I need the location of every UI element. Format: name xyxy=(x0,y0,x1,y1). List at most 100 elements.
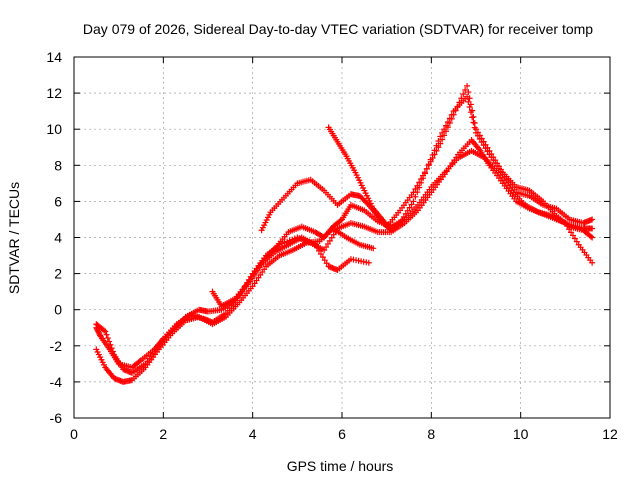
x-axis-label: GPS time / hours xyxy=(287,458,394,474)
data-point-trace xyxy=(324,240,331,247)
data-point-trace xyxy=(474,132,481,139)
data-point-trace xyxy=(106,338,113,345)
data-point xyxy=(423,165,430,172)
data-point-trace xyxy=(448,111,455,118)
y-axis-label: SDTVAR / TECUs xyxy=(6,182,22,294)
data-point-trace xyxy=(412,193,419,200)
data-point-trace xyxy=(465,98,472,105)
data-point-trace xyxy=(429,151,436,158)
data-point-trace xyxy=(467,109,474,116)
y-tick-label: -4 xyxy=(50,374,63,390)
data-point-trace xyxy=(136,358,143,365)
data-point-trace xyxy=(441,126,448,133)
data-point-trace xyxy=(460,91,467,98)
data-point-trace xyxy=(471,124,478,131)
data-point-trace xyxy=(408,201,415,208)
y-tick-label: 12 xyxy=(46,85,62,101)
data-series-3 xyxy=(93,225,377,385)
data-point-trace xyxy=(400,213,407,220)
data-point xyxy=(464,93,471,100)
data-point-trace xyxy=(484,148,491,155)
data-point-trace xyxy=(465,89,472,96)
data-series-4 xyxy=(209,147,596,310)
data-point-trace xyxy=(568,229,575,236)
data-point xyxy=(370,245,377,252)
data-point-trace xyxy=(476,135,483,142)
data-point-trace xyxy=(420,175,427,182)
data-point-trace xyxy=(314,244,321,251)
data-point-trace xyxy=(421,170,428,177)
data-point xyxy=(410,198,417,205)
data-point-trace xyxy=(425,161,432,168)
data-point-trace xyxy=(470,119,477,126)
data-point-trace xyxy=(433,142,440,149)
data-point-trace xyxy=(443,122,450,129)
data-point xyxy=(312,241,319,248)
data-point-trace xyxy=(444,118,451,125)
data-point-trace xyxy=(337,217,344,224)
y-tick-label: 6 xyxy=(54,193,62,209)
axis-ticks: 0 2 4 6 8 10 12 -6 -4 -2 0 2 4 6 8 10 12 14 xyxy=(46,49,618,442)
data-point-trace xyxy=(573,238,580,245)
x-tick-label: 10 xyxy=(513,426,529,442)
data-point-trace xyxy=(571,235,578,242)
data-point-trace xyxy=(446,115,453,122)
data-point xyxy=(589,234,596,241)
data-point-trace xyxy=(109,348,116,355)
x-tick-label: 8 xyxy=(427,426,435,442)
data-point xyxy=(397,220,404,227)
data-point-trace xyxy=(319,254,326,261)
data-point-trace xyxy=(466,104,473,111)
data-point-trace xyxy=(587,233,594,240)
x-tick-label: 0 xyxy=(70,426,78,442)
x-tick-label: 4 xyxy=(249,426,257,442)
data-point xyxy=(365,259,372,266)
x-tick-label: 12 xyxy=(602,426,618,442)
data-point-trace xyxy=(323,260,330,267)
data-points xyxy=(93,82,596,385)
data-point xyxy=(589,259,596,266)
y-tick-label: 10 xyxy=(46,121,62,137)
data-point xyxy=(473,129,479,136)
data-point-trace xyxy=(480,142,487,149)
y-tick-label: 4 xyxy=(54,230,62,246)
data-point-trace xyxy=(395,221,402,228)
data-point-trace xyxy=(404,207,411,214)
data-point-trace xyxy=(482,145,489,152)
data-point-trace xyxy=(103,331,110,338)
data-point-trace xyxy=(104,335,111,342)
data-point-trace xyxy=(439,129,446,136)
grid xyxy=(74,57,610,418)
data-point-trace xyxy=(323,244,330,251)
data-point xyxy=(437,133,444,140)
data-point-trace xyxy=(439,136,446,143)
chart-title: Day 079 of 2026, Sidereal Day-to-day VTE… xyxy=(83,21,593,37)
data-point-trace xyxy=(328,234,335,241)
data-point-trace xyxy=(416,184,423,191)
data-point-trace xyxy=(107,341,114,348)
data-point xyxy=(102,328,109,335)
data-point-trace xyxy=(100,327,107,334)
data-point-trace xyxy=(398,216,405,223)
data-point-trace xyxy=(406,204,413,211)
data-point-trace xyxy=(317,251,324,258)
x-tick-label: 2 xyxy=(159,426,167,442)
data-point-trace xyxy=(321,257,328,264)
data-point xyxy=(321,247,328,254)
data-point-trace xyxy=(316,247,323,254)
data-point-trace xyxy=(462,87,469,94)
y-tick-label: 14 xyxy=(46,49,62,65)
data-point-trace xyxy=(418,179,425,186)
data-point xyxy=(589,225,596,232)
y-tick-label: -2 xyxy=(50,338,63,354)
y-tick-label: 0 xyxy=(54,302,62,318)
data-series-6 xyxy=(325,93,596,234)
data-point xyxy=(589,216,596,223)
data-point-trace xyxy=(414,189,421,196)
data-point-trace xyxy=(435,138,442,145)
data-point-trace xyxy=(242,282,249,289)
data-point-trace xyxy=(108,345,115,352)
data-point-trace xyxy=(478,139,485,146)
data-point-trace xyxy=(402,210,409,217)
